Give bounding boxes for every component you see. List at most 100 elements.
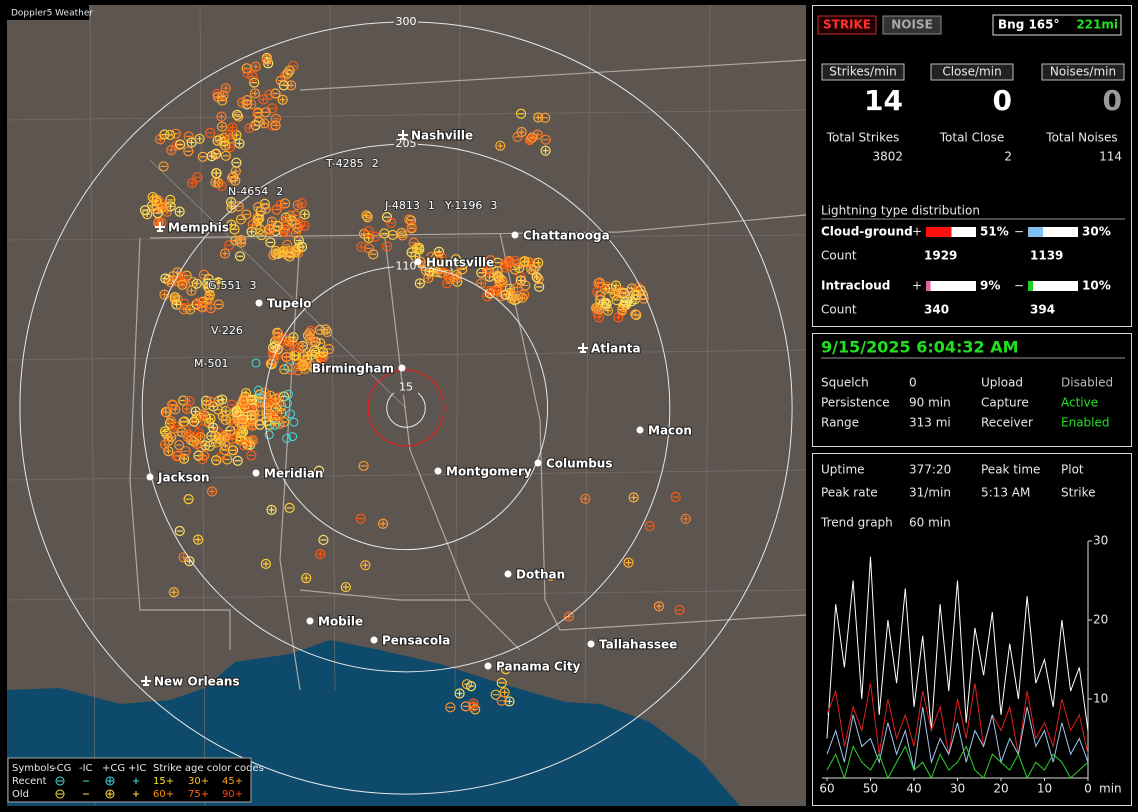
strike-symbol — [164, 129, 176, 141]
strike-symbol — [512, 282, 523, 293]
strike-symbol — [533, 274, 544, 285]
status-label: Range — [821, 416, 859, 430]
strike-symbol — [406, 221, 417, 232]
strike-sign — [288, 82, 295, 89]
cities: Nashville Memphis Chattanooga Huntsville Tup… — [141, 128, 693, 690]
strike-symbol — [296, 241, 308, 252]
type-sign: + — [912, 279, 922, 293]
trend-line — [826, 745, 1089, 780]
strike-symbol — [297, 360, 308, 371]
strike-symbol — [266, 504, 277, 515]
city-label: Pensacola — [382, 634, 450, 648]
strike-symbol — [368, 249, 379, 260]
strike-button-label[interactable]: STRIKE — [823, 18, 871, 32]
strike-symbol — [211, 167, 222, 179]
strike-symbol — [216, 121, 228, 132]
total-value: 2 — [1004, 150, 1012, 164]
strike-symbol — [212, 135, 223, 146]
strike-symbol — [534, 281, 545, 292]
strike-sign — [212, 432, 219, 439]
stat-text: 5:13 AM — [981, 486, 1030, 500]
stat-text: 31/min — [909, 486, 951, 500]
trend-span: 60 min — [909, 516, 951, 530]
strike-sign — [188, 287, 195, 294]
strike-symbol — [323, 343, 335, 355]
strike-sign — [206, 294, 213, 301]
legend-symbol: -CG — [53, 763, 71, 774]
city-dot — [434, 467, 442, 475]
strike-sign — [300, 362, 307, 369]
strike-symbol — [139, 205, 151, 216]
city-dot — [534, 459, 542, 467]
strike-symbol — [528, 265, 539, 276]
strike-symbol — [149, 203, 160, 214]
strike-symbol — [268, 249, 279, 261]
ring-label-bg — [394, 382, 418, 395]
strike-symbol — [626, 296, 637, 307]
status: Squelch 0 Upload Disabled Persistence 90 min C… — [821, 376, 1113, 430]
noise-button[interactable] — [882, 15, 942, 35]
strike-symbol — [363, 226, 374, 237]
city-dot — [255, 299, 263, 307]
strike-sign — [533, 274, 540, 281]
airport-icon — [155, 222, 165, 232]
pct-bar — [926, 227, 952, 237]
strike-sign — [542, 147, 549, 154]
strike-symbol — [174, 139, 186, 150]
status-box — [812, 333, 1132, 447]
strike-symbol — [264, 89, 275, 100]
strike-symbol — [284, 251, 295, 262]
strike-symbol — [279, 198, 291, 209]
strike-sign — [165, 448, 172, 455]
strike-symbol — [194, 133, 205, 144]
stat-text: Plot — [1061, 463, 1084, 477]
strike-symbol — [184, 396, 195, 407]
strike-button[interactable] — [817, 15, 877, 35]
strike-sign — [153, 197, 160, 204]
strike-sign — [272, 395, 279, 402]
strike-sign — [535, 114, 542, 121]
strike-sign — [516, 264, 523, 271]
pct-label: 30% — [1082, 225, 1111, 239]
trend-line — [826, 556, 1089, 739]
strike-sign — [303, 575, 310, 582]
strike-sign — [222, 250, 229, 257]
legend-symbol: +IC — [128, 763, 146, 774]
strike-sign — [506, 698, 513, 705]
noise-button-label[interactable]: NOISE — [891, 18, 933, 32]
strike-sign — [196, 135, 203, 142]
strike-symbol — [158, 161, 169, 172]
strike-symbol — [192, 172, 203, 183]
strike-symbol — [213, 277, 224, 288]
total-value: 3802 — [872, 150, 903, 164]
strike-symbol — [211, 455, 222, 466]
city-dot — [587, 640, 595, 648]
city-dot — [636, 426, 644, 434]
bearing-box — [992, 14, 1122, 36]
ring-label-bg — [394, 15, 418, 28]
strike-sign — [180, 554, 187, 561]
strike-sign — [158, 204, 165, 211]
city-dot — [511, 231, 519, 239]
strike-sign — [171, 422, 178, 429]
strike-sign — [195, 430, 202, 437]
strike-sign — [219, 396, 226, 403]
strike-symbol — [193, 534, 204, 545]
recent-strike — [270, 420, 280, 430]
strike-symbol — [252, 108, 263, 119]
strike-sign — [517, 277, 524, 284]
legend-symbols-label: Symbols — [12, 763, 54, 774]
airport-icon — [398, 130, 408, 140]
type-sign: − — [1014, 225, 1024, 239]
ring-label-bg — [394, 138, 418, 151]
strike-symbol — [318, 534, 329, 546]
strike-symbol — [220, 414, 231, 425]
strike-symbol — [484, 288, 495, 299]
strike-sign — [290, 334, 297, 341]
strike-symbol — [450, 254, 462, 265]
legend-icon — [107, 778, 113, 784]
strike-sign — [301, 353, 308, 360]
strike-symbol — [199, 450, 210, 461]
strike-symbol — [405, 215, 417, 226]
strike-sign — [261, 120, 268, 127]
